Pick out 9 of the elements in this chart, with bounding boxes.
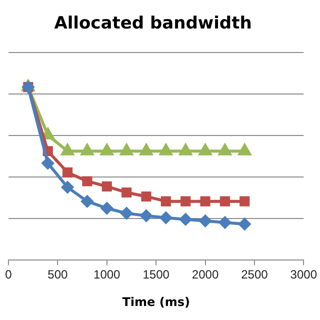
x-tick-label: 3000	[290, 268, 318, 282]
chart-title: Allocated bandwidth	[54, 14, 252, 34]
x-tick-label: 2000	[192, 268, 219, 282]
x-axis-title: Time (ms)	[122, 294, 190, 309]
x-tick-label: 500	[48, 268, 68, 282]
x-tick-label: 2500	[241, 268, 268, 282]
x-tick-label: 1500	[142, 268, 170, 282]
x-tick-label: 1000	[94, 268, 121, 282]
x-tick-label: 0	[5, 268, 12, 282]
